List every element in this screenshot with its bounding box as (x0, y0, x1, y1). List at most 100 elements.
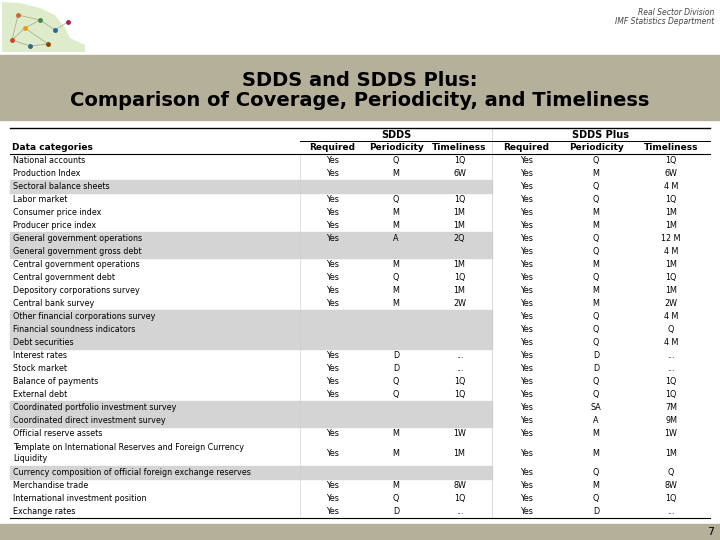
Text: 1M: 1M (454, 260, 465, 269)
Text: Timeliness: Timeliness (644, 143, 698, 152)
Text: Production Index: Production Index (13, 169, 81, 178)
Text: Q: Q (593, 338, 599, 347)
Text: Yes: Yes (520, 338, 532, 347)
Text: Yes: Yes (326, 494, 339, 503)
Text: Q: Q (593, 325, 599, 334)
Text: Yes: Yes (326, 481, 339, 490)
Text: Official reserve assets: Official reserve assets (13, 429, 102, 438)
Text: Merchandise trade: Merchandise trade (13, 481, 89, 490)
Text: ...: ... (456, 507, 463, 516)
Text: 1M: 1M (665, 286, 677, 295)
Text: M: M (392, 299, 400, 308)
Text: Yes: Yes (520, 195, 532, 204)
Text: 4 M: 4 M (664, 247, 678, 256)
Text: Q: Q (593, 273, 599, 282)
Text: Yes: Yes (520, 507, 532, 516)
Text: Yes: Yes (520, 286, 532, 295)
Text: Periodicity: Periodicity (569, 143, 624, 152)
Text: Central government operations: Central government operations (13, 260, 140, 269)
Text: SA: SA (590, 403, 601, 412)
Text: Interest rates: Interest rates (13, 351, 67, 360)
Text: Yes: Yes (326, 273, 339, 282)
Text: M: M (593, 221, 600, 230)
Bar (0, 55, 720, 120)
Text: Yes: Yes (520, 156, 532, 165)
Text: Template on International Reserves and Foreign Currency
Liquidity: Template on International Reserves and F… (13, 443, 244, 463)
Text: Other financial corporations survey: Other financial corporations survey (13, 312, 156, 321)
Text: Yes: Yes (520, 208, 532, 217)
Text: Q: Q (393, 377, 399, 386)
Text: Yes: Yes (520, 377, 532, 386)
Text: Real Sector Division: Real Sector Division (638, 8, 714, 17)
Text: ...: ... (667, 507, 675, 516)
Text: Sectoral balance sheets: Sectoral balance sheets (13, 182, 109, 191)
Text: National accounts: National accounts (13, 156, 85, 165)
Text: Yes: Yes (520, 468, 532, 477)
Text: Q: Q (668, 325, 674, 334)
Text: Balance of payments: Balance of payments (13, 377, 98, 386)
Text: Yes: Yes (520, 247, 532, 256)
Text: Q: Q (593, 377, 599, 386)
Text: General government gross debt: General government gross debt (13, 247, 142, 256)
Text: Coordinated portfolio investment survey: Coordinated portfolio investment survey (13, 403, 176, 412)
Text: D: D (393, 364, 399, 373)
Text: M: M (593, 481, 600, 490)
Text: Consumer price index: Consumer price index (13, 208, 102, 217)
Text: 9M: 9M (665, 416, 677, 425)
Text: Central government debt: Central government debt (13, 273, 115, 282)
Text: M: M (593, 429, 600, 438)
Text: 1W: 1W (665, 429, 678, 438)
Text: Q: Q (668, 468, 674, 477)
Text: Q: Q (393, 273, 399, 282)
Text: Debt securities: Debt securities (13, 338, 73, 347)
Text: A: A (393, 234, 399, 243)
Text: M: M (392, 260, 400, 269)
Text: Yes: Yes (326, 260, 339, 269)
Text: 1M: 1M (665, 208, 677, 217)
Text: 1M: 1M (454, 286, 465, 295)
Text: Periodicity: Periodicity (369, 143, 423, 152)
Text: SDDS: SDDS (381, 130, 411, 139)
Text: 2W: 2W (665, 299, 678, 308)
Text: 1W: 1W (453, 429, 466, 438)
Text: Timeliness: Timeliness (432, 143, 487, 152)
Text: Yes: Yes (520, 169, 532, 178)
Text: Q: Q (593, 156, 599, 165)
Text: Yes: Yes (326, 449, 339, 457)
Text: Yes: Yes (520, 312, 532, 321)
Bar (10, 336, 492, 349)
Text: Q: Q (593, 312, 599, 321)
Text: Labor market: Labor market (13, 195, 68, 204)
Text: 8W: 8W (453, 481, 466, 490)
Text: Yes: Yes (520, 260, 532, 269)
Text: Q: Q (593, 234, 599, 243)
Text: M: M (593, 208, 600, 217)
Text: M: M (392, 286, 400, 295)
Text: Yes: Yes (326, 195, 339, 204)
Text: 1Q: 1Q (665, 156, 677, 165)
Text: 4 M: 4 M (664, 338, 678, 347)
Text: 1M: 1M (665, 449, 677, 457)
Text: 7: 7 (707, 527, 714, 537)
Text: Q: Q (393, 195, 399, 204)
Text: Yes: Yes (326, 299, 339, 308)
Text: Yes: Yes (520, 403, 532, 412)
Text: 1Q: 1Q (454, 195, 465, 204)
Text: M: M (392, 481, 400, 490)
Text: Q: Q (593, 182, 599, 191)
Text: 1M: 1M (454, 208, 465, 217)
Text: Yes: Yes (326, 208, 339, 217)
Bar (0, 524, 720, 540)
Text: Yes: Yes (520, 182, 532, 191)
Text: 1Q: 1Q (454, 494, 465, 503)
Text: 2W: 2W (453, 299, 466, 308)
Text: M: M (593, 449, 600, 457)
Text: Yes: Yes (520, 221, 532, 230)
Text: M: M (593, 169, 600, 178)
Text: Q: Q (393, 390, 399, 399)
Text: 1Q: 1Q (665, 494, 677, 503)
Bar (10, 310, 492, 323)
Text: 1Q: 1Q (454, 156, 465, 165)
Text: Q: Q (593, 195, 599, 204)
Text: Yes: Yes (520, 234, 532, 243)
